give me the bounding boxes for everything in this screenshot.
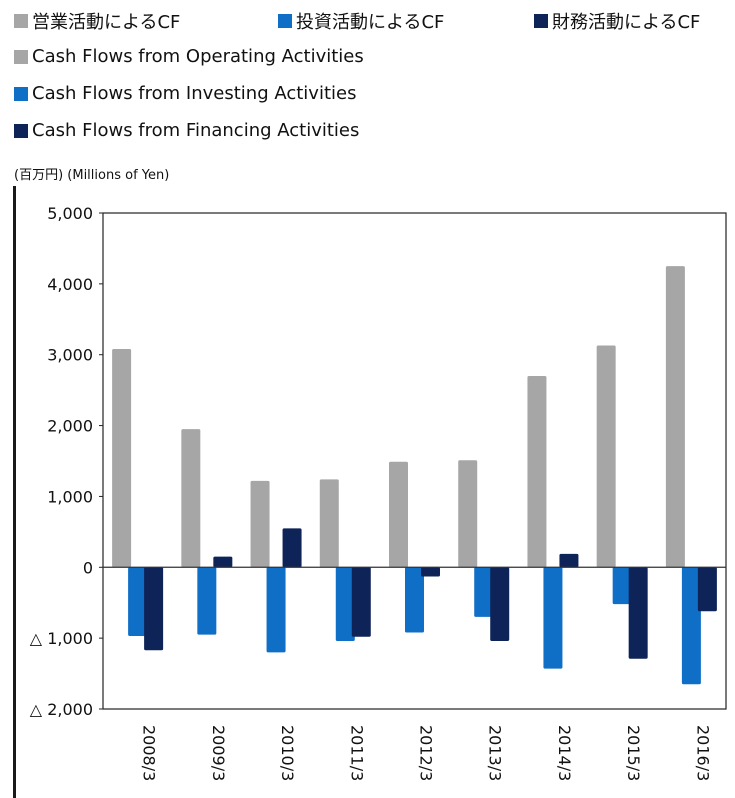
x-tick-label: 2010/3 [278,725,297,781]
x-tick-label: 2014/3 [555,725,574,781]
legend-swatch-operating-en [14,49,28,64]
bar-investing [612,567,632,605]
bar-operating [458,460,478,568]
x-tick-label: 2015/3 [624,725,643,781]
y-tick-label: 3,000 [47,346,93,365]
y-tick-label: 0 [83,558,93,577]
x-tick-label: 2008/3 [140,725,159,781]
x-tick-label: 2011/3 [347,725,366,781]
y-tick-label: 2,000 [47,417,93,436]
x-tick-label: 2016/3 [693,725,712,781]
legend-label-investing-en: Cash Flows from Investing Activities [32,83,357,104]
bar-investing [128,567,148,637]
legend-label-investing-ja: 投資活動によるCF [296,12,445,33]
bar-operating [665,266,685,568]
legend-label-financing-en: Cash Flows from Financing Activities [32,120,360,141]
bar-financing [282,528,302,568]
bar-financing [490,567,510,641]
bar-operating [389,461,408,568]
legend-label-operating-en: Cash Flows from Operating Activities [32,46,364,67]
legend-swatch-financing [534,14,548,28]
x-tick-label: 2013/3 [486,725,505,781]
legend-ja-investing: 投資活動によるCF [278,8,444,34]
y-tick-label: 4,000 [47,275,93,294]
plot-frame [102,212,727,710]
legend-label-financing-ja: 財務活動によるCF [552,12,701,33]
legend-swatch-operating [14,14,28,28]
bar-financing [697,567,717,612]
unit-label: (百万円) (Millions of Yen) [14,168,170,183]
legend-ja-financing: 財務活動によるCF [534,8,700,34]
bar-operating [596,345,616,568]
bar-investing [266,567,286,653]
bar-financing [421,567,440,577]
bar-financing [559,553,579,568]
bar-operating [112,349,132,568]
legend-en-operating: Cash Flows from Operating Activities [14,46,364,67]
bar-financing [351,567,371,637]
y-tick-label: 5,000 [47,204,93,223]
y-tick-label: △ 2,000 [30,700,93,719]
legend-swatch-investing-en [14,86,28,101]
legend-label-operating-ja: 営業活動によるCF [32,12,181,33]
legend-swatch-financing-en [14,123,28,138]
bar-operating [181,429,201,568]
y-tick-label: 1,000 [47,487,93,506]
bar-investing [405,567,424,633]
legend-en-financing: Cash Flows from Financing Activities [14,120,359,141]
bar-investing [335,567,355,641]
legend-ja: 営業活動によるCF [14,8,180,34]
legend-en-investing: Cash Flows from Investing Activities [14,83,356,104]
bar-investing [681,567,701,685]
legend-swatch-investing [278,14,292,28]
bar-operating [527,375,547,568]
bar-financing [213,556,233,568]
bar-investing [474,567,494,617]
bar-investing [197,567,217,635]
bar-financing [628,567,648,659]
y-tick-label: △ 1,000 [30,629,93,648]
bar-operating [319,479,339,568]
bar-operating [250,480,270,568]
x-tick-label: 2012/3 [417,725,436,781]
bar-investing [543,567,563,669]
left-accent-bar [13,186,16,798]
x-tick-label: 2009/3 [209,725,228,781]
bar-financing [144,567,164,651]
